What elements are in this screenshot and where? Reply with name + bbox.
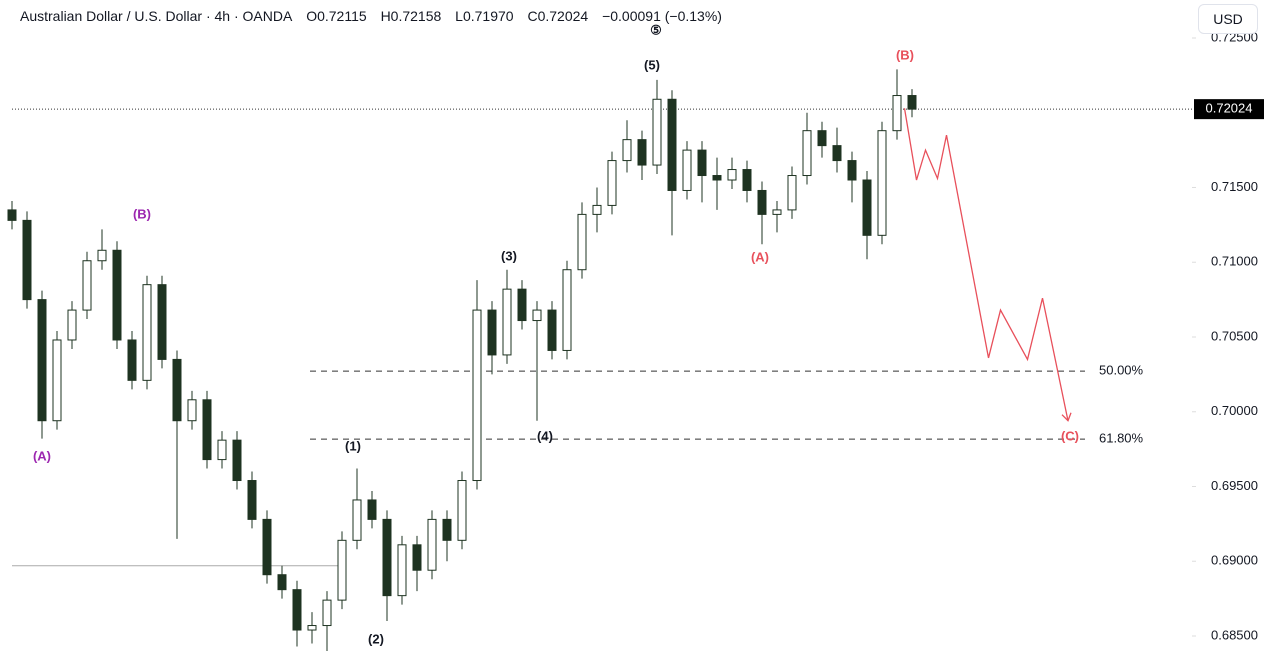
candle-body <box>562 269 572 351</box>
wave-label: (A) <box>751 249 769 264</box>
candle-body <box>307 625 317 631</box>
low: L0.71970 <box>455 8 514 24</box>
candle-body <box>682 149 692 191</box>
current-price-label: 0.72024 <box>1206 101 1253 116</box>
candle-body <box>292 589 302 631</box>
candle-body <box>142 284 152 381</box>
candle-body <box>7 209 17 221</box>
currency-button[interactable]: USD <box>1198 4 1258 34</box>
candle-body <box>67 309 77 341</box>
wave-label: (4) <box>537 428 553 443</box>
candle-body <box>667 98 677 191</box>
y-tick-label: 0.71000 <box>1211 254 1258 269</box>
candle-body <box>817 130 827 147</box>
change: −0.00091 (−0.13%) <box>602 8 722 24</box>
candle-body <box>592 204 602 215</box>
candle-body <box>517 288 527 322</box>
candle-body <box>847 160 857 181</box>
candle-body <box>802 130 812 177</box>
y-tick-label: 0.70500 <box>1211 328 1258 343</box>
header: Australian Dollar / U.S. Dollar · 4h · O… <box>20 8 732 24</box>
candle-body <box>772 209 782 215</box>
y-tick-label: 0.69000 <box>1211 553 1258 568</box>
candle-body <box>82 260 92 311</box>
symbol: Australian Dollar / U.S. Dollar · 4h · O… <box>20 8 293 24</box>
candle-body <box>787 175 797 211</box>
candle-body <box>862 179 872 236</box>
candle-body <box>832 145 842 162</box>
candle-body <box>322 599 332 627</box>
candle-body <box>22 219 32 301</box>
wave-label: (5) <box>644 57 660 72</box>
candle-body <box>697 149 707 177</box>
candle-body <box>442 518 452 541</box>
fib-label: 50.00% <box>1099 363 1144 378</box>
candle-body <box>217 439 227 461</box>
candle-body <box>457 480 467 541</box>
candle-body <box>232 439 242 482</box>
y-tick-label: 0.70000 <box>1211 403 1258 418</box>
close: C0.72024 <box>527 8 589 24</box>
wave-label: ⑤ <box>650 22 662 37</box>
candle-body <box>187 399 197 422</box>
candle-body <box>757 189 767 215</box>
candle-body <box>127 339 137 381</box>
candle-body <box>712 175 722 181</box>
candle-body <box>877 130 887 236</box>
wave-label: (3) <box>501 248 517 263</box>
candle-body <box>742 169 752 191</box>
candle-body <box>367 499 377 520</box>
y-tick-label: 0.71500 <box>1211 179 1258 194</box>
candle-body <box>532 309 542 322</box>
wave-label: (1) <box>345 438 361 453</box>
candle-body <box>37 299 47 422</box>
candle-body <box>352 499 362 541</box>
candle-body <box>727 169 737 181</box>
candle-body <box>157 284 167 360</box>
candle-body <box>52 339 62 422</box>
candle-body <box>622 139 632 162</box>
candle-body <box>397 544 407 597</box>
candle-body <box>97 249 107 262</box>
open: O0.72115 <box>306 8 367 24</box>
fib-label: 61.80% <box>1099 431 1144 446</box>
candle-body <box>202 399 212 461</box>
wave-label: (2) <box>368 631 384 646</box>
y-tick-label: 0.68500 <box>1211 627 1258 642</box>
candle-body <box>277 574 287 591</box>
projection-arrow <box>1061 412 1072 422</box>
candle-body <box>607 160 617 206</box>
candle-body <box>337 539 347 601</box>
high: H0.72158 <box>380 8 442 24</box>
y-tick-label: 0.69500 <box>1211 478 1258 493</box>
candle-body <box>637 139 647 166</box>
current-price-box <box>1194 99 1264 120</box>
candle-body <box>502 288 512 356</box>
candle-body <box>907 95 917 110</box>
candle-body <box>427 518 437 571</box>
candle-body <box>472 309 482 482</box>
candle-body <box>892 95 902 132</box>
candle-body <box>412 544 422 571</box>
candle-body <box>247 480 257 520</box>
wave-label: (C) <box>1061 428 1079 443</box>
wave-label: (B) <box>133 206 151 221</box>
projection-path <box>903 108 1069 421</box>
candle-body <box>382 518 392 597</box>
candle-body <box>487 309 497 356</box>
candle-body <box>112 249 122 341</box>
candle-body <box>547 309 557 351</box>
wave-label: (B) <box>896 47 914 62</box>
candle-body <box>262 518 272 576</box>
candle-body <box>652 98 662 166</box>
candle-body <box>577 213 587 271</box>
candle-body <box>172 358 182 422</box>
wave-label: (A) <box>33 448 51 463</box>
